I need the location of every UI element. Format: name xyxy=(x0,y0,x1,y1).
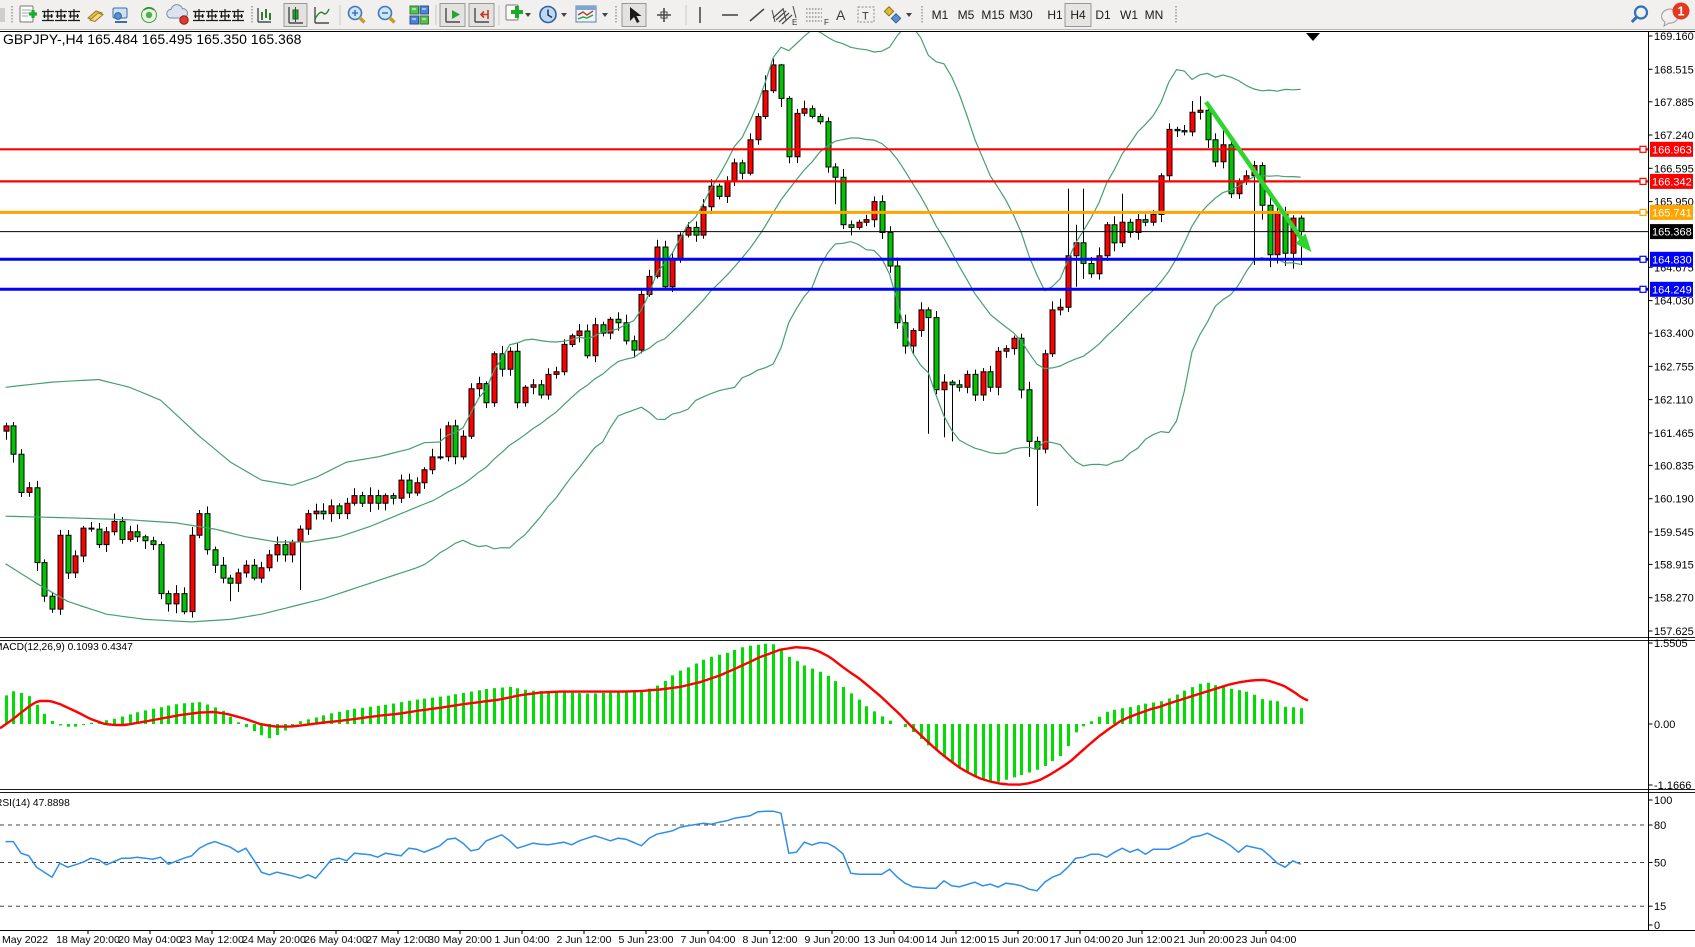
svg-text:0: 0 xyxy=(1654,920,1660,932)
svg-text:17 Jun 04:00: 17 Jun 04:00 xyxy=(1050,934,1111,946)
svg-text:160.190: 160.190 xyxy=(1654,494,1694,506)
svg-text:-1.1666: -1.1666 xyxy=(1654,780,1691,792)
svg-text:15 Jun 20:00: 15 Jun 20:00 xyxy=(988,934,1049,946)
svg-text:167.240: 167.240 xyxy=(1654,130,1694,142)
svg-text:15: 15 xyxy=(1654,901,1666,913)
svg-text:1 Jun 04:00: 1 Jun 04:00 xyxy=(495,934,550,946)
svg-text:159.545: 159.545 xyxy=(1654,527,1694,539)
svg-text:50: 50 xyxy=(1654,858,1666,870)
svg-text:157.625: 157.625 xyxy=(1654,626,1694,638)
svg-text:A: A xyxy=(836,7,846,23)
svg-text:2 Jun 12:00: 2 Jun 12:00 xyxy=(557,934,612,946)
svg-text:D1: D1 xyxy=(1095,8,1111,22)
svg-text:H4: H4 xyxy=(1070,8,1086,22)
svg-text:M15: M15 xyxy=(981,8,1005,22)
svg-text:169.160: 169.160 xyxy=(1654,31,1694,43)
svg-text:H1: H1 xyxy=(1047,8,1063,22)
svg-text:T: T xyxy=(862,11,869,23)
svg-text:166.342: 166.342 xyxy=(1652,176,1692,188)
svg-text:F: F xyxy=(824,18,829,27)
svg-text:9 Jun 20:00: 9 Jun 20:00 xyxy=(805,934,860,946)
svg-text:8 Jun 12:00: 8 Jun 12:00 xyxy=(743,934,798,946)
svg-text:5 Jun 23:00: 5 Jun 23:00 xyxy=(619,934,674,946)
svg-text:166.595: 166.595 xyxy=(1654,163,1694,175)
svg-text:164.830: 164.830 xyxy=(1652,254,1692,266)
svg-text:165.741: 165.741 xyxy=(1652,207,1692,219)
svg-text:M1: M1 xyxy=(932,8,949,22)
svg-text:23 May 12:00: 23 May 12:00 xyxy=(180,934,244,946)
svg-text:MACD(12,26,9) 0.1093 0.4347: MACD(12,26,9) 0.1093 0.4347 xyxy=(0,642,133,653)
svg-text:GBPJPY-,H4 165.484 165.495 16: GBPJPY-,H4 165.484 165.495 165.350 165.3… xyxy=(3,31,302,47)
svg-text:0.00: 0.00 xyxy=(1654,719,1675,731)
svg-text:163.400: 163.400 xyxy=(1654,328,1694,340)
svg-text:M30: M30 xyxy=(1009,8,1033,22)
svg-text:21 Jun 20:00: 21 Jun 20:00 xyxy=(1174,934,1235,946)
svg-text:20 May 04:00: 20 May 04:00 xyxy=(118,934,182,946)
svg-text:20 Jun 12:00: 20 Jun 12:00 xyxy=(1112,934,1173,946)
svg-text:7 Jun 04:00: 7 Jun 04:00 xyxy=(681,934,736,946)
svg-text:164.249: 164.249 xyxy=(1652,284,1692,296)
svg-text:24 May 20:00: 24 May 20:00 xyxy=(242,934,306,946)
svg-text:168.515: 168.515 xyxy=(1654,64,1694,76)
svg-text:18 May 20:00: 18 May 20:00 xyxy=(56,934,120,946)
svg-text:30 May 20:00: 30 May 20:00 xyxy=(428,934,492,946)
svg-text:E: E xyxy=(792,18,797,27)
svg-text:23 Jun 04:00: 23 Jun 04:00 xyxy=(1236,934,1297,946)
svg-text:165.368: 165.368 xyxy=(1652,227,1692,239)
svg-text:RSI(14) 47.8898: RSI(14) 47.8898 xyxy=(0,798,70,809)
svg-text:May 2022: May 2022 xyxy=(2,934,48,946)
svg-text:W1: W1 xyxy=(1120,8,1138,22)
svg-text:161.465: 161.465 xyxy=(1654,428,1694,440)
svg-text:158.915: 158.915 xyxy=(1654,559,1694,571)
svg-text:1: 1 xyxy=(1678,5,1685,19)
svg-text:164.030: 164.030 xyxy=(1654,296,1694,308)
svg-text:13 Jun 04:00: 13 Jun 04:00 xyxy=(864,934,925,946)
svg-text:26 May 04:00: 26 May 04:00 xyxy=(304,934,368,946)
svg-text:162.755: 162.755 xyxy=(1654,361,1694,373)
svg-text:158.270: 158.270 xyxy=(1654,593,1694,605)
svg-text:100: 100 xyxy=(1654,795,1672,807)
svg-text:167.885: 167.885 xyxy=(1654,97,1694,109)
svg-text:166.963: 166.963 xyxy=(1652,144,1692,156)
svg-text:162.110: 162.110 xyxy=(1654,395,1693,407)
svg-text:27 May 12:00: 27 May 12:00 xyxy=(366,934,430,946)
svg-text:MN: MN xyxy=(1145,8,1164,22)
svg-text:14 Jun 12:00: 14 Jun 12:00 xyxy=(926,934,987,946)
svg-text:M5: M5 xyxy=(958,8,975,22)
svg-text:160.835: 160.835 xyxy=(1654,460,1694,472)
svg-text:80: 80 xyxy=(1654,820,1666,832)
svg-text:1.5505: 1.5505 xyxy=(1654,638,1688,650)
